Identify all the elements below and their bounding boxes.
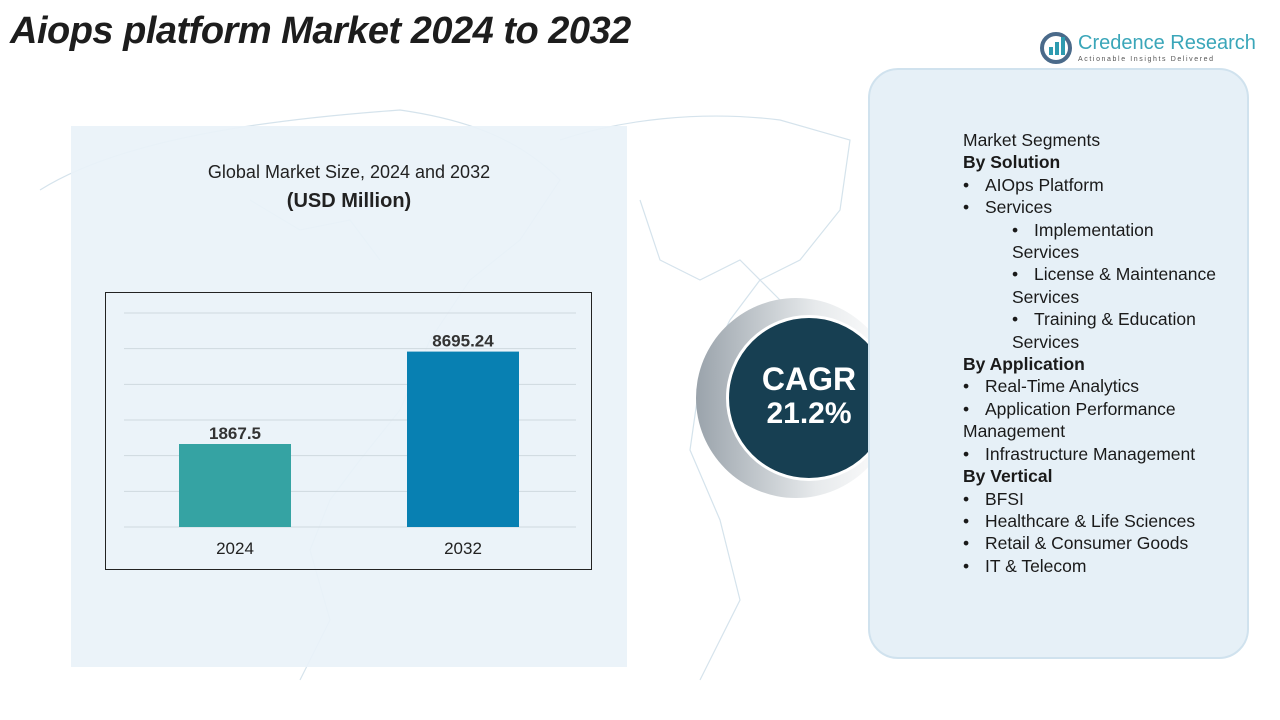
bar-chart: 1867.5 2024 8695.24 2032 <box>105 292 592 570</box>
segment-item: • Infrastructure Management <box>963 443 1225 465</box>
segment-item: • Healthcare & Life Sciences <box>963 510 1225 532</box>
segment-label: BFSI <box>985 488 1024 509</box>
x-tick-label: 2032 <box>444 539 482 558</box>
bullet-icon: • <box>963 197 970 218</box>
data-label: 8695.24 <box>432 332 494 351</box>
segment-item: • License & Maintenance Services <box>1012 263 1222 308</box>
market-segments-list: Market Segments By Solution • AIOps Platfo… <box>963 129 1225 577</box>
segment-label: Healthcare & Life Sciences <box>985 510 1196 531</box>
bar-chart-svg: 1867.5 2024 8695.24 2032 <box>124 312 576 558</box>
segment-item: • Application Performance Management <box>963 398 1225 443</box>
segment-label: License & Maintenance Services <box>1012 264 1216 307</box>
bullet-icon: • <box>963 174 970 195</box>
page-title: Aiops platform Market 2024 to 2032 <box>10 10 631 52</box>
segment-item: • Training & Education Services <box>1012 308 1222 353</box>
segment-group-heading: By Solution <box>963 151 1225 173</box>
chart-title: Global Market Size, 2024 and 2032 <box>207 162 491 182</box>
segment-label: By Solution <box>963 152 1061 173</box>
segment-item: • BFSI <box>963 488 1225 510</box>
bullet-icon: • <box>963 443 970 464</box>
bar-2032 <box>407 351 519 527</box>
bullet-icon: • <box>963 555 970 576</box>
segment-label: Services <box>985 197 1053 218</box>
segment-group-heading: By Application <box>963 353 1225 375</box>
segment-label: By Vertical <box>963 466 1053 487</box>
bullet-icon: • <box>963 510 970 531</box>
logo-tagline: Actionable Insights Delivered <box>1078 56 1215 63</box>
chart-unit: (USD Million) <box>286 190 412 212</box>
cagr-value: 21.2% <box>766 397 852 430</box>
segment-item: • Real-Time Analytics <box>963 375 1225 397</box>
chart-panel <box>71 126 627 667</box>
segment-label: Real-Time Analytics <box>985 376 1139 397</box>
bullet-icon: • <box>963 376 970 397</box>
bullet-icon: • <box>1012 264 1019 285</box>
segment-item: • Implementation Services <box>1012 219 1222 264</box>
segments-heading: Market Segments <box>963 130 1101 150</box>
bullet-icon: • <box>1012 219 1019 240</box>
segment-label: By Application <box>963 354 1085 375</box>
segment-label: Retail & Consumer Goods <box>985 533 1189 554</box>
bar-2024 <box>179 444 291 527</box>
segment-label: Training & Education Services <box>1012 309 1196 352</box>
segment-item: • AIOps Platform <box>963 174 1225 196</box>
segment-item: • Retail & Consumer Goods <box>963 532 1225 554</box>
segment-label: IT & Telecom <box>985 555 1087 576</box>
segment-label: AIOps Platform <box>985 174 1104 195</box>
segment-item: • IT & Telecom <box>963 555 1225 577</box>
data-label: 1867.5 <box>209 424 261 443</box>
x-tick-label: 2024 <box>216 539 254 558</box>
segment-item: • Services <box>963 196 1225 218</box>
bullet-icon: • <box>963 488 970 509</box>
market-segments-panel <box>868 68 1249 659</box>
segment-label: Application Performance Management <box>963 398 1176 442</box>
segment-label: Implementation Services <box>1012 219 1154 263</box>
credence-research-logo: Credence Research Actionable Insights De… <box>1040 32 1256 66</box>
bullet-icon: • <box>1012 309 1019 330</box>
segment-label: Infrastructure Management <box>985 443 1196 464</box>
logo-bars-icon <box>1040 32 1072 64</box>
bullet-icon: • <box>963 398 970 419</box>
bullet-icon: • <box>963 533 970 554</box>
cagr-badge: CAGR 21.2% <box>726 315 892 481</box>
logo-name: Credence Research <box>1078 32 1256 54</box>
segment-group-heading: By Vertical <box>963 465 1225 487</box>
cagr-label: CAGR <box>761 361 857 397</box>
